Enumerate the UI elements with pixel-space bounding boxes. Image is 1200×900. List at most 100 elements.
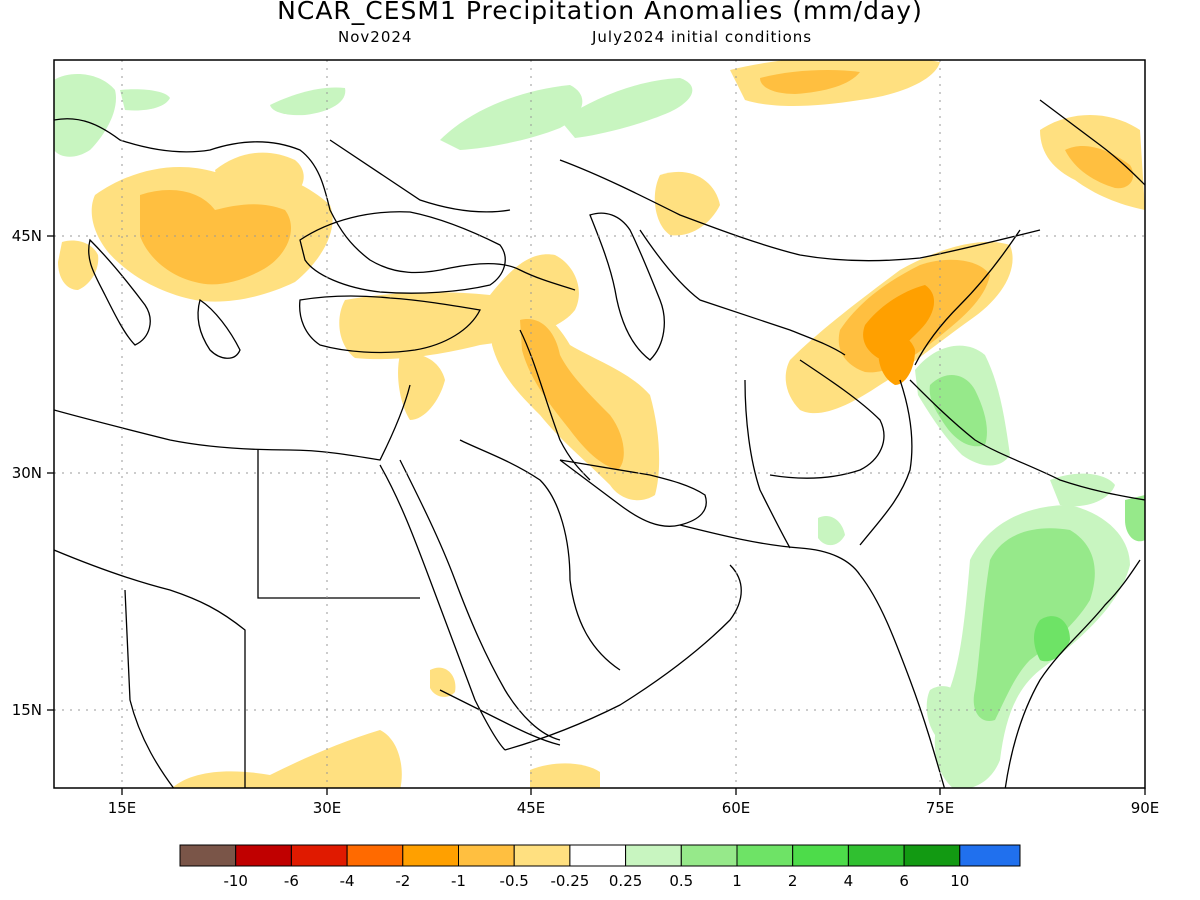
colorbar-label-9: 1 [732, 872, 742, 890]
coastline-europe [54, 118, 576, 291]
colorbar-label-0: -10 [223, 872, 248, 890]
lon-label-30: 30E [313, 799, 342, 817]
border-saudi [459, 439, 621, 671]
colorbar-box-4 [402, 844, 459, 867]
colorbar-box-6 [513, 844, 571, 867]
dry-region-northern-europe-core [760, 70, 860, 94]
border-india-china [909, 379, 1145, 501]
wet-region-bengal-core [1034, 616, 1070, 662]
border-pakistan-india [859, 379, 913, 546]
colorbar-label-4: -1 [451, 872, 466, 890]
colorbar-label-2: -4 [340, 872, 355, 890]
lon-label-75: 75E [926, 799, 955, 817]
colorbar-label-11: 4 [844, 872, 854, 890]
lat-label-15: 15N [12, 701, 42, 719]
colorbar-box-3 [346, 844, 404, 867]
plot-frame [53, 59, 1146, 789]
coastline-iran-pakistan [679, 524, 861, 576]
border-mongolia [1039, 99, 1145, 186]
valid-month: Nov2024 [338, 28, 413, 46]
coastline-india-east [1004, 559, 1141, 788]
coastline-red-sea-east [399, 459, 561, 741]
colorbar-label-3: -2 [395, 872, 410, 890]
colorbar-box-8 [625, 844, 682, 867]
border-china-kazakhstan [914, 229, 1021, 366]
dry-region-italy [58, 240, 99, 290]
dry-region-kazakhstan [654, 171, 720, 236]
coastline-red-sea-west [379, 464, 506, 751]
colorbar-box-13 [903, 844, 961, 867]
border-ukraine-russia [329, 139, 511, 213]
colorbar-label-6: -0.25 [550, 872, 589, 890]
coastline-arabia-south [504, 564, 742, 751]
border-russia-kazakhstan [559, 159, 1041, 262]
colorbar: -10 -6 -4 -2 -1 -0.5 -0.25 0.25 0.5 1 2 … [179, 844, 1021, 890]
anomaly-shading [54, 60, 1145, 788]
coastline-north-africa [54, 384, 411, 461]
wet-region-northeast-india [1125, 495, 1145, 542]
lon-label-15: 15E [108, 799, 137, 817]
border-north-africa [54, 549, 246, 788]
dry-region-east-africa [172, 730, 402, 788]
tick-marks [47, 235, 1146, 795]
colorbar-label-1: -6 [284, 872, 299, 890]
coastline-black-sea [299, 211, 506, 294]
wet-region-baltic [120, 89, 170, 111]
lon-label-90: 90E [1131, 799, 1160, 817]
colorbar-label-10: 2 [788, 872, 798, 890]
coastline-caspian [589, 212, 665, 361]
colorbar-box-5 [458, 844, 515, 867]
dry-region-central-europe [215, 152, 304, 202]
colorbar-box-14 [959, 844, 1021, 867]
coastline-india-west [859, 574, 946, 788]
lon-label-60: 60E [722, 799, 751, 817]
wet-region-russia-north [560, 78, 693, 138]
colorbar-label-8: 0.5 [669, 872, 693, 890]
lat-label-45: 45N [12, 227, 42, 245]
colorbar-box-7 [569, 844, 627, 867]
colorbar-label-5: -0.5 [500, 872, 529, 890]
border-kazakhstan-south [639, 229, 846, 356]
dry-region-hindukush-core [878, 334, 915, 385]
colorbar-box-11 [792, 844, 849, 867]
dry-region-arabian-sea-south [530, 763, 600, 788]
map-title: NCAR_CESM1 Precipitation Anomalies (mm/d… [277, 0, 923, 25]
dry-region-siberia-east-core [1065, 145, 1134, 189]
coastlines-borders [54, 99, 1145, 788]
colorbar-label-12: 6 [899, 872, 909, 890]
coastline-greece [197, 298, 241, 359]
coastline-italy [88, 238, 151, 346]
coastline-persian-gulf [559, 459, 707, 527]
colorbar-box-1 [235, 844, 292, 867]
colorbar-box-9 [680, 844, 738, 867]
border-iraq-iran [519, 329, 591, 481]
coastline-turkey [299, 295, 481, 354]
border-afghanistan-pakistan [769, 359, 885, 479]
dry-region-levant [398, 353, 445, 420]
colorbar-label-13: 10 [950, 872, 969, 890]
gridlines [54, 60, 1145, 788]
wet-region-gujarat [818, 515, 845, 546]
wet-region-western-ghats [926, 686, 965, 737]
wet-region-finland [270, 87, 346, 116]
border-libya-egypt [257, 450, 420, 599]
wet-region-india-east-core [973, 528, 1095, 721]
dry-region-iraq-core [520, 319, 624, 470]
border-sudan [124, 589, 175, 788]
coastline-africa-horn [439, 689, 561, 746]
wet-region-tibet [1050, 473, 1115, 507]
wet-region-himalaya-core [929, 374, 987, 447]
lon-label-45: 45E [517, 799, 546, 817]
lat-label-30: 30N [12, 464, 42, 482]
colorbar-label-7: 0.25 [609, 872, 642, 890]
dry-region-red-sea [430, 667, 456, 697]
border-iran-afghanistan [744, 379, 791, 549]
colorbar-box-2 [290, 844, 348, 867]
init-conditions: July2024 initial conditions [592, 28, 813, 46]
wet-region-russia-west [440, 85, 583, 150]
colorbar-box-10 [736, 844, 794, 867]
wet-region-scandinavia [54, 74, 116, 157]
colorbar-box-12 [847, 844, 905, 867]
colorbar-box-0 [179, 844, 237, 867]
